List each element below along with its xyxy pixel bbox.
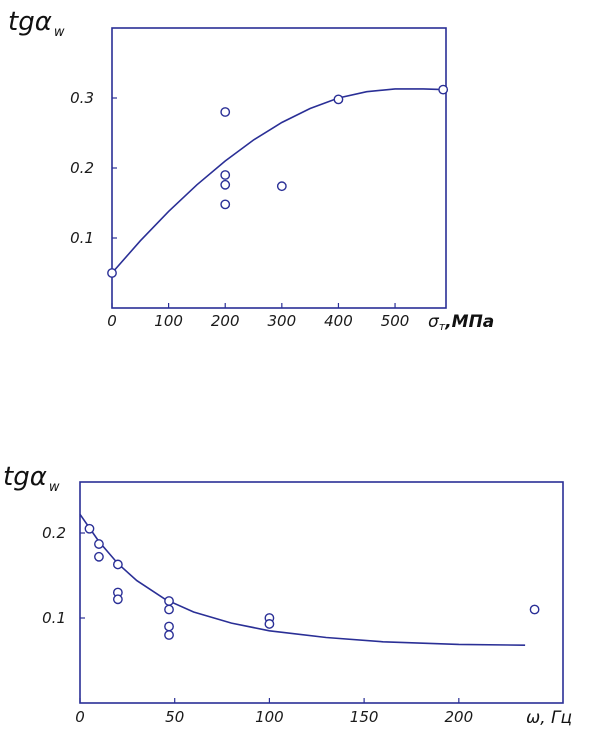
y-axis-label-sub: w bbox=[54, 25, 65, 40]
data-point bbox=[276, 181, 287, 192]
data-point bbox=[94, 539, 104, 549]
x-tick-label: 100 bbox=[255, 708, 284, 726]
x-axis-label: ω, Гц bbox=[526, 708, 572, 728]
data-point bbox=[107, 268, 117, 278]
y-axis-label-sub: w bbox=[49, 480, 60, 495]
data-point bbox=[164, 604, 174, 615]
data-point bbox=[164, 596, 174, 606]
x-tick-label: 200 bbox=[211, 312, 240, 330]
data-point bbox=[220, 199, 231, 210]
y-axis-label: tgα w bbox=[8, 7, 65, 40]
x-tick-label: 0 bbox=[107, 312, 117, 330]
data-point bbox=[529, 604, 540, 615]
data-point bbox=[220, 170, 231, 180]
x-tick-label: 150 bbox=[350, 708, 379, 726]
x-tick-label: 400 bbox=[324, 312, 353, 330]
y-tick-label: 0.3 bbox=[70, 89, 94, 107]
plot-frame bbox=[79, 481, 564, 704]
y-tick-label: 0.2 bbox=[70, 159, 94, 177]
x-tick-label: 0 bbox=[75, 708, 85, 726]
data-point bbox=[112, 594, 123, 605]
data-point bbox=[333, 94, 344, 105]
x-tick-label: 500 bbox=[381, 312, 410, 330]
x-tick-label: 100 bbox=[154, 312, 183, 330]
data-point bbox=[220, 179, 231, 190]
x-axis-label-unit: ,МПа bbox=[444, 312, 494, 332]
data-point bbox=[220, 107, 231, 117]
x-tick-label: 50 bbox=[165, 708, 184, 726]
y-tick-label: 0.1 bbox=[70, 229, 94, 247]
data-point bbox=[94, 551, 104, 562]
y-tick-label: 0.1 bbox=[42, 609, 66, 627]
y-axis-label: tgα w bbox=[3, 462, 60, 495]
fit-curve bbox=[111, 88, 444, 274]
chart-frequency: 0 50 100 150 200 0.1 0.2 tgα w ω, Гц bbox=[3, 462, 572, 728]
data-point bbox=[164, 621, 174, 632]
data-point bbox=[264, 619, 275, 629]
x-axis-label-sub: т bbox=[439, 320, 446, 333]
data-point bbox=[164, 630, 174, 640]
data-point bbox=[84, 523, 95, 534]
x-axis-label: σт,МПа bbox=[428, 312, 494, 333]
x-tick-label: 200 bbox=[445, 708, 474, 726]
chart-stress: 0 100 200 300 400 500 0.1 0.2 0.3 tgα w σт,МПа bbox=[8, 7, 494, 333]
x-tick-label: 300 bbox=[268, 312, 297, 330]
plot-frame bbox=[111, 27, 447, 309]
y-tick-label: 0.2 bbox=[42, 524, 66, 542]
data-point bbox=[112, 559, 123, 570]
data-point bbox=[438, 84, 449, 95]
fit-curve bbox=[79, 513, 526, 646]
